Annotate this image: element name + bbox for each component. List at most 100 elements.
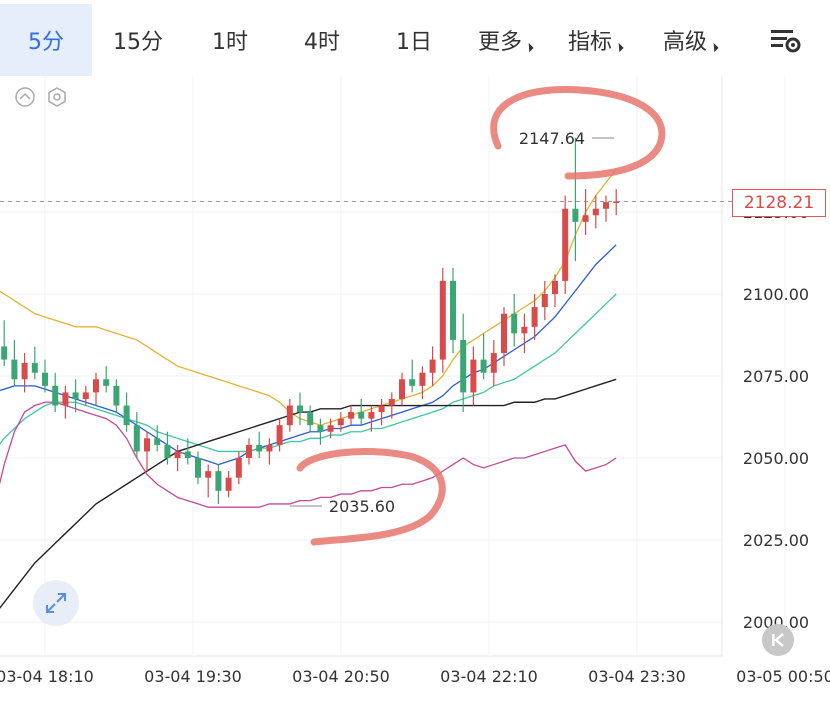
candle-body <box>450 280 456 340</box>
y-tick-label: 2000.00 <box>743 613 809 632</box>
candle-body <box>399 379 405 399</box>
x-tick-label: 03-04 18:10 <box>0 667 94 686</box>
back-to-latest-icon[interactable] <box>762 624 794 656</box>
candle-body <box>460 339 467 393</box>
candle-body <box>541 294 548 308</box>
candle-body <box>195 458 201 478</box>
dropdown-caret-icon <box>614 42 624 52</box>
current-price-value: 2128.21 <box>743 193 815 213</box>
current-price-tag: 2128.21 <box>732 189 826 217</box>
x-tick-label: 03-04 20:50 <box>292 667 390 686</box>
candle-body <box>511 313 518 334</box>
tab-more[interactable]: 更多 <box>460 4 550 76</box>
candle-body <box>409 379 416 386</box>
y-tick-label: 2075.00 <box>743 367 809 386</box>
tab-label: 5分 <box>28 30 64 55</box>
tab-1hour[interactable]: 1时 <box>184 4 276 76</box>
candle-body <box>297 405 303 413</box>
tab-indicators[interactable]: 指标 <box>550 4 640 76</box>
annotation-circle-bottom <box>296 448 446 546</box>
chevron-up-icon[interactable] <box>14 86 36 108</box>
candle-body <box>103 379 110 386</box>
candle-body <box>144 438 150 452</box>
candle-body <box>388 398 395 406</box>
x-tick-label: 03-04 23:30 <box>588 667 686 686</box>
candle-body <box>21 362 28 380</box>
candle-body <box>368 412 375 419</box>
candle-body <box>327 425 334 432</box>
tab-label: 指标 <box>567 30 612 55</box>
candle-body <box>582 215 589 222</box>
chart-canvas: 2000.002025.002050.002075.002100.002125.… <box>0 76 830 686</box>
candle-body <box>337 418 344 426</box>
candle-body <box>286 405 293 426</box>
series-line-4 <box>0 401 617 508</box>
y-tick-label: 2100.00 <box>743 285 809 304</box>
tab-label: 更多 <box>477 30 522 55</box>
high-price-label: 2147.64 <box>519 129 585 148</box>
candle-body <box>256 444 263 452</box>
candle-body <box>174 451 181 458</box>
candle-body <box>490 353 497 373</box>
candle-body <box>225 477 232 491</box>
candle-body <box>358 412 365 419</box>
series-line-0 <box>0 168 617 426</box>
hexagon-gear-icon[interactable] <box>46 86 68 108</box>
candle-body <box>480 359 487 373</box>
x-tick-label: 03-04 22:10 <box>440 667 538 686</box>
candle-body <box>439 280 446 360</box>
candle-body <box>72 392 79 399</box>
candle-body <box>603 202 609 209</box>
candle-body <box>521 326 528 334</box>
tab-label: 15分 <box>113 30 163 55</box>
candle-body <box>31 362 38 373</box>
tab-label: 4时 <box>304 30 340 55</box>
tab-5min[interactable]: 5分 <box>0 4 92 76</box>
candle-body <box>592 208 599 216</box>
candlestick-chart[interactable]: 2000.002025.002050.002075.002100.002125.… <box>0 76 830 702</box>
y-tick-label: 2050.00 <box>743 449 809 468</box>
candle-body <box>205 471 212 478</box>
candle-body <box>235 458 242 478</box>
candle-body <box>572 208 579 222</box>
tab-label: 高级 <box>662 30 707 55</box>
candle-body <box>613 201 620 203</box>
candle-body <box>133 425 140 452</box>
tab-1day[interactable]: 1日 <box>368 4 460 76</box>
tab-4hour[interactable]: 4时 <box>276 4 368 76</box>
candle-body <box>378 405 385 413</box>
candle-body <box>266 444 273 452</box>
candle-body <box>184 451 191 458</box>
candle-body <box>215 471 222 491</box>
candle-body <box>11 359 18 380</box>
candle-body <box>501 313 507 354</box>
candle-body <box>52 385 59 406</box>
candle-body <box>531 307 538 327</box>
candle-body <box>123 405 130 426</box>
low-price-label: 2035.60 <box>329 497 395 516</box>
chart-settings-icon[interactable] <box>768 22 804 58</box>
tab-label: 1时 <box>212 30 248 55</box>
series-line-3 <box>0 378 617 609</box>
candle-body <box>552 280 558 294</box>
candle-body <box>348 412 354 419</box>
candle-body <box>82 392 89 399</box>
tab-advanced[interactable]: 高级 <box>640 4 740 76</box>
candle-body <box>276 425 283 445</box>
candle-body <box>317 425 324 432</box>
candle-body <box>154 438 161 445</box>
candle-body <box>307 412 314 426</box>
series-line-2 <box>0 293 617 453</box>
candle-body <box>246 444 252 458</box>
candle-body <box>419 372 426 386</box>
candle-body <box>164 444 171 458</box>
candle-body <box>42 372 48 386</box>
tab-15min[interactable]: 15分 <box>92 4 184 76</box>
candle-body <box>470 359 477 393</box>
expand-arrows-icon[interactable] <box>33 580 79 626</box>
candle-body <box>113 385 120 406</box>
x-tick-label: 03-05 00:50 <box>736 667 830 686</box>
annotation-circle-top <box>490 86 666 180</box>
dropdown-caret-icon <box>709 42 719 52</box>
x-tick-label: 03-04 19:30 <box>144 667 242 686</box>
